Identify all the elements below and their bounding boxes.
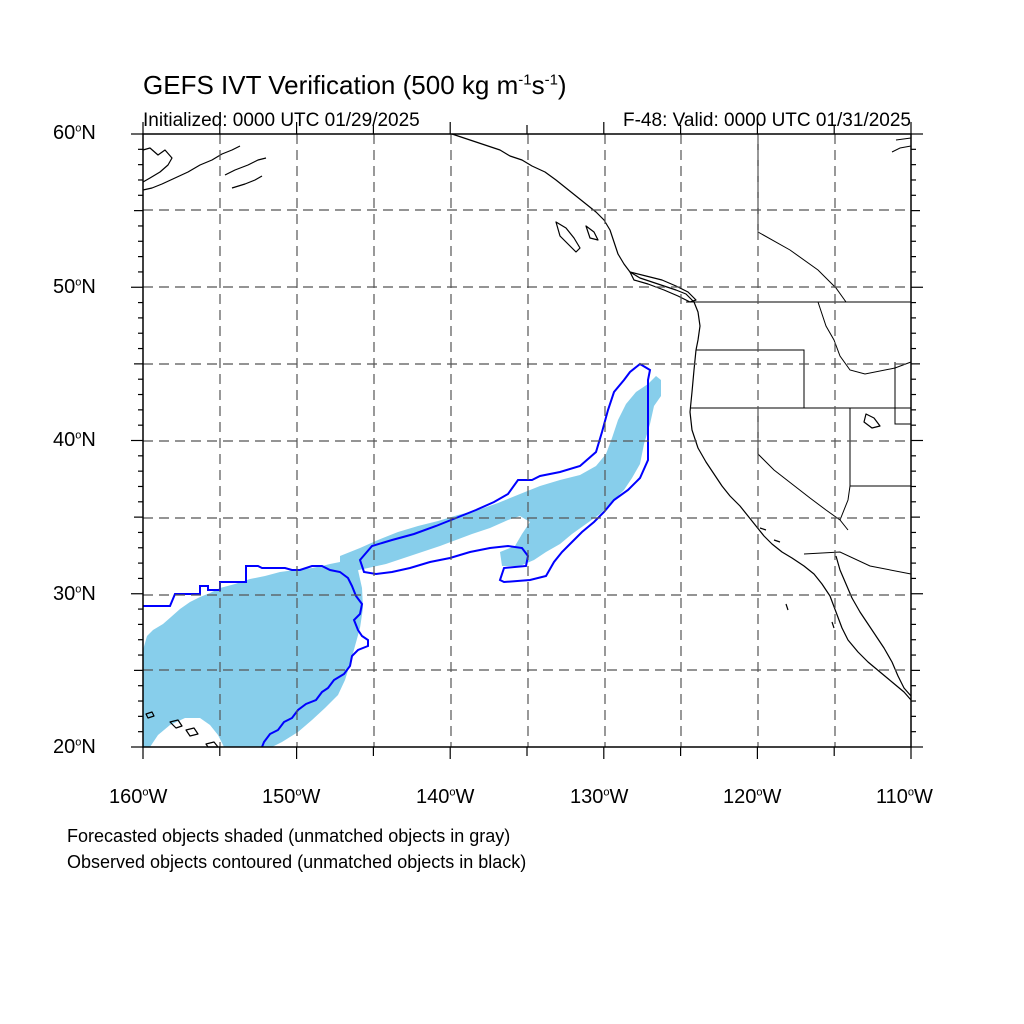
channel-islands (759, 527, 835, 629)
map-title: GEFS IVT Verification (500 kg m-1s-1) (143, 70, 567, 100)
note-observed: Observed objects contoured (unmatched ob… (67, 852, 527, 872)
note-forecast: Forecasted objects shaded (unmatched obj… (67, 826, 511, 846)
init-time: Initialized: 0000 UTC 01/29/2025 (143, 110, 420, 131)
forecast-objects (143, 376, 661, 747)
lat-label-40: 40oN (53, 429, 96, 451)
coastlines (142, 133, 912, 748)
lon-label-120: 120oW (723, 786, 782, 808)
lat-label-60: 60oN (53, 122, 96, 144)
lon-label-160: 160oW (109, 786, 168, 808)
lat-label-30: 30oN (53, 583, 96, 605)
lon-label-150: 150oW (262, 786, 321, 808)
alaska-coast (142, 145, 267, 191)
bc-coast (451, 133, 701, 351)
lon-label-110: 110oW (876, 786, 933, 808)
lat-lon-grid (143, 134, 911, 747)
forecast-object-river (340, 376, 661, 572)
us-west-coast (689, 349, 912, 701)
hawaii-islands (145, 711, 219, 748)
lon-label-140: 140oW (416, 786, 475, 808)
state-borders (686, 134, 912, 575)
observed-object-river (358, 362, 652, 584)
lat-label-50: 50oN (53, 276, 96, 298)
lon-label-130: 130oW (570, 786, 629, 808)
valid-time: F-48: Valid: 0000 UTC 01/31/2025 (623, 110, 911, 131)
forecast-object-west (143, 560, 363, 747)
axis-ticks (131, 122, 923, 759)
islands-bc (555, 221, 697, 303)
baja-peninsula (835, 555, 912, 697)
great-salt-lake (863, 413, 881, 429)
lat-label-20: 20oN (53, 736, 96, 758)
